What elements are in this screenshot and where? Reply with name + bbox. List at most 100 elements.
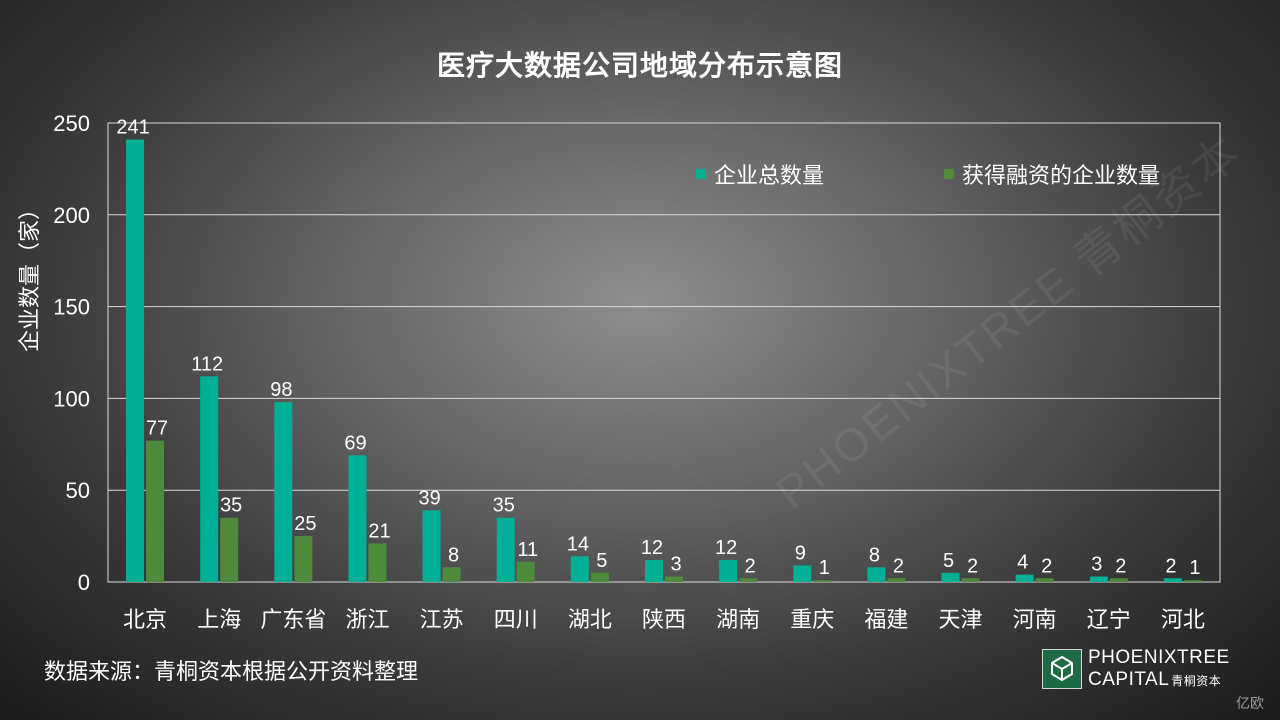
bar-funded [516,561,535,582]
bar-funded [368,543,387,582]
y-tick-label: 0 [78,570,90,595]
bar-funded [813,580,832,582]
logo-text-line2: CAPITAL 青桐资本 [1088,669,1221,691]
data-label-total: 241 [116,117,149,139]
data-label-funded: 2 [1115,555,1126,577]
legend-swatch [696,169,706,179]
legend-label: 企业总数量 [714,164,824,189]
bar-total [496,517,515,582]
x-tick-label: 天津 [939,608,983,633]
data-label-total: 112 [191,353,223,375]
bar-total [1089,576,1108,582]
bar-funded [146,440,165,582]
bar-total [1015,574,1034,582]
legend-label: 获得融资的企业数量 [962,164,1160,189]
x-tick-label: 北京 [123,608,167,633]
x-tick-label: 江苏 [420,608,464,633]
data-label-funded: 3 [670,553,681,575]
data-label-funded: 25 [294,513,316,535]
bar-total [867,567,886,582]
data-label-funded: 77 [146,418,168,440]
data-label-total: 39 [418,487,440,509]
y-tick-label: 50 [66,478,90,503]
y-tick-label: 100 [53,386,90,411]
logo-text-cn: 青桐资本 [1171,674,1222,688]
bar-total [645,559,663,582]
bar-total [274,402,293,582]
bar-total [200,376,219,582]
data-label-total: 12 [715,537,737,559]
bar-funded [665,576,683,582]
bar-total [422,510,441,582]
x-tick-label: 河南 [1013,608,1057,633]
x-axis-ticks: 北京 上海 广东省 浙江 江苏 四川 湖北 陕西 湖南 重庆 福建 天津 河南 辽宁 河北 [123,608,1205,633]
data-label-funded: 2 [967,555,978,577]
bar-funded [1109,578,1128,582]
data-label-total: 9 [795,542,806,564]
x-tick-label: 上海 [197,608,241,633]
data-label-funded: 21 [368,520,390,542]
bar-total [941,572,960,582]
data-label-funded: 2 [745,555,756,577]
data-label-total: 12 [641,537,663,559]
y-tick-label: 250 [53,111,90,136]
bar-total [793,565,812,582]
legend-swatch [944,169,954,179]
data-label-funded: 1 [1189,557,1200,579]
data-label-total: 5 [943,550,954,572]
data-label-total: 98 [270,379,292,401]
bar-total [1163,578,1182,582]
x-tick-label: 福建 [864,608,908,633]
x-tick-label: 重庆 [790,608,834,633]
bar-funded [294,536,313,582]
logo-text-capital: CAPITAL [1088,669,1170,690]
data-label-total: 2 [1165,555,1176,577]
y-tick-label: 150 [53,295,90,320]
bar-funded [1183,580,1202,582]
bar-total [570,556,589,582]
bar-funded [1035,578,1054,582]
y-tick-label: 200 [53,203,90,228]
data-label-funded: 1 [819,557,830,579]
data-label-funded: 2 [1041,555,1052,577]
logo-tree-icon [1042,649,1082,689]
data-label-funded: 35 [220,495,242,517]
x-tick-label: 湖南 [716,608,760,633]
x-tick-label: 陕西 [642,608,686,633]
x-tick-label: 辽宁 [1087,608,1131,633]
data-label-total: 4 [1017,552,1028,574]
bar-total [348,455,367,582]
data-source-note: 数据来源：青桐资本根据公开资料整理 [44,660,419,685]
data-label-total: 8 [869,544,880,566]
legend: 企业总数量 获得融资的企业数量 [696,164,1160,189]
company-logo: PHOENIXTREE CAPITAL 青桐资本 [1042,647,1242,691]
chart-title: 医疗大数据公司地域分布示意图 [436,49,843,82]
bar-funded [220,517,239,582]
gridlines [107,122,1221,583]
corner-watermark: 亿欧 [1236,696,1264,712]
x-tick-label: 湖北 [568,608,612,633]
x-tick-label: 浙江 [345,608,389,633]
bar-total [126,139,145,583]
x-tick-label: 广东省 [260,608,326,633]
data-label-funded: 2 [893,555,904,577]
bar-funded [590,572,609,582]
x-tick-label: 四川 [494,608,538,633]
bar-funded [442,567,461,582]
data-label-total: 35 [493,495,515,517]
y-axis-label: 企业数量（家） [18,198,43,353]
bar-funded [887,578,906,582]
logo-text-line1: PHOENIXTREE [1088,647,1230,668]
data-label-total: 14 [567,533,589,555]
bar-total [719,559,738,582]
data-label-funded: 8 [448,544,459,566]
x-tick-label: 河北 [1161,608,1205,633]
data-label-funded: 5 [596,550,607,572]
bar-funded [739,578,758,582]
y-axis-ticks: 0 50 100 150 200 250 [53,111,90,595]
data-label-total: 69 [344,432,366,454]
data-label-funded: 11 [517,539,538,561]
bars [126,139,1202,583]
